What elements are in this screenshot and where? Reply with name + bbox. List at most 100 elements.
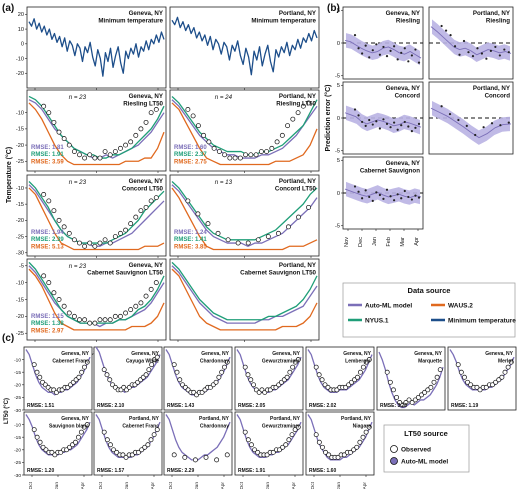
observed-point: [474, 384, 480, 390]
observed-point: [51, 290, 57, 296]
observed-point: [461, 374, 467, 380]
observed-point: [224, 452, 230, 458]
observed-point: [123, 310, 129, 316]
panel-subtitle: Riesling: [486, 18, 510, 25]
observed-point: [143, 293, 149, 299]
observed-point: [286, 437, 292, 443]
y-tick-label: -10: [16, 56, 24, 62]
observed-point: [279, 132, 285, 138]
observed-point: [375, 191, 378, 194]
panel-b_cab_geneva: 5 0 -5 Nov Dec Jan Feb Mar Apr Geneva, NYCabernet…: [335, 156, 424, 247]
observed-point: [104, 437, 110, 443]
observed-point: [378, 53, 381, 56]
observed-point: [393, 199, 396, 202]
panel-subtitle: Sauvignon blanc: [49, 424, 89, 430]
observed-point: [148, 286, 154, 292]
observed-point: [92, 320, 98, 326]
observed-point: [51, 208, 57, 214]
observed-point: [393, 45, 396, 48]
observed-point: [154, 354, 160, 360]
observed-point: [215, 230, 221, 236]
series-line: [171, 99, 318, 159]
series-line: [430, 107, 512, 139]
observed-point: [222, 152, 228, 158]
panel-c_cf_geneva: -10 -15 -20 -25 -30 Geneva, NY Cabernet Franc R…: [14, 346, 93, 414]
observed-point: [221, 364, 227, 370]
observed-point: [192, 457, 198, 463]
legend-label: WAUS.2: [448, 302, 473, 309]
observed-point: [507, 121, 510, 124]
observed-point: [502, 369, 508, 375]
legend-marker: [390, 445, 398, 453]
observed-point: [128, 307, 134, 313]
observed-point: [390, 387, 396, 393]
observed-point: [255, 449, 261, 455]
observed-point: [224, 359, 230, 365]
rmse-label: RMSE: 2.05: [238, 403, 265, 409]
observed-point: [378, 193, 381, 197]
observed-point: [296, 214, 301, 220]
sample-size: n = 13: [215, 179, 233, 186]
observed-point: [483, 384, 489, 390]
series-line: [28, 18, 165, 77]
x-tick-label: Nov: [344, 237, 350, 247]
legend-frame: [383, 424, 470, 473]
confidence-band: [432, 100, 510, 145]
observed-point: [129, 452, 135, 458]
observed-point: [133, 132, 139, 138]
series-line: [28, 268, 165, 331]
y-tick-label: -10: [16, 280, 24, 286]
observed-point: [361, 197, 364, 200]
panel-title: Geneva, NY: [131, 351, 159, 357]
rmse-label: RMSE: 1.81: [31, 145, 64, 151]
x-tick-label: Apr: [80, 482, 86, 489]
observed-point: [34, 434, 40, 440]
rmse-label: RMSE: 1.91: [31, 152, 64, 158]
observed-point: [453, 45, 457, 48]
panel-subtitle: Cabernet Sauvignon LT50: [87, 270, 163, 277]
x-tick-label: Jan: [194, 482, 200, 489]
panel-subtitle: Cabernet Franc: [122, 424, 159, 430]
observed-point: [41, 103, 47, 109]
observed-point: [112, 234, 118, 240]
observed-point: [245, 372, 251, 378]
observed-point: [148, 110, 154, 116]
observed-point: [440, 24, 443, 28]
observed-point: [462, 39, 466, 43]
rmse-label: RMSE: 1.24: [174, 230, 207, 236]
y-tick-label: -10: [16, 110, 24, 116]
observed-point: [216, 149, 222, 155]
observed-point: [437, 367, 443, 373]
observed-point: [444, 29, 448, 32]
observed-point: [316, 439, 322, 445]
observed-point: [371, 123, 374, 126]
observed-point: [468, 382, 474, 388]
panel-subtitle: Concord LT50: [275, 186, 317, 193]
observed-point: [123, 454, 129, 460]
observed-point: [403, 399, 409, 405]
rmse-label: RMSE: 2.29: [167, 468, 194, 474]
panel-c_cf_portland: Oct Jan Apr Portland, NY Cabernet Franc RMSE:…: [93, 411, 163, 489]
observed-point: [280, 444, 286, 450]
observed-point: [117, 145, 123, 151]
observed-point: [368, 56, 371, 59]
observed-point: [61, 303, 67, 309]
panel-frame: [234, 346, 304, 411]
observed-point: [128, 221, 134, 227]
observed-point: [397, 399, 403, 405]
panel-title: Geneva, NY: [61, 416, 89, 422]
legend-marker: [390, 457, 398, 465]
observed-point: [71, 149, 77, 155]
observed-point: [143, 204, 149, 210]
observed-point: [428, 384, 434, 390]
observed-point: [235, 240, 241, 246]
y-tick-label: -15: [16, 127, 24, 133]
y-tick-label: -25: [16, 331, 24, 337]
sample-size: n = 24: [215, 94, 233, 101]
y-tick-label: 5: [337, 8, 340, 14]
observed-point: [508, 359, 514, 365]
observed-point: [485, 57, 488, 60]
observed-point: [474, 133, 477, 137]
